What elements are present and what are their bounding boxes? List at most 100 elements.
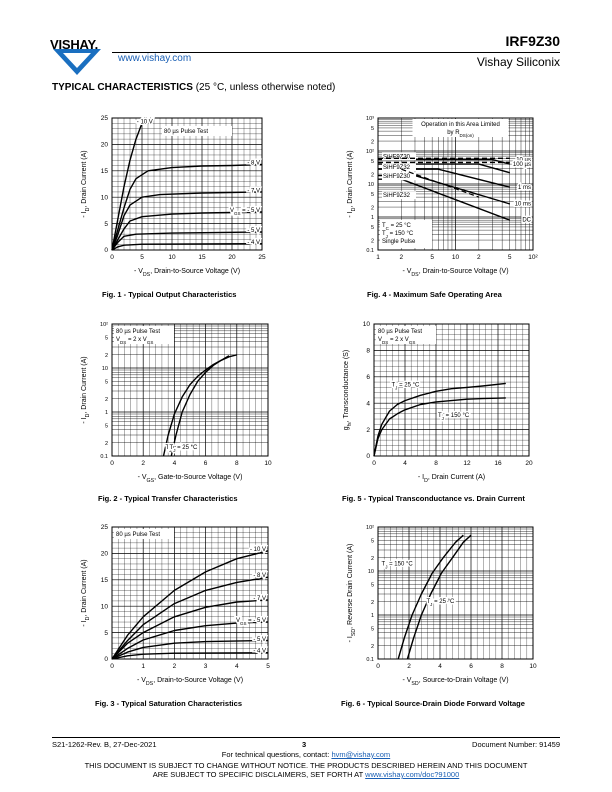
annotation-text: 80 µs Pulse Test: [378, 329, 422, 335]
chart-safe-operating-area: 1 2 5 10 2 5 10² 0.1 2 5 1 2 5 10 2 5 10² 2 5 10³ - VDS​, Dr…: [347, 116, 539, 278]
figure-caption: Fig. 6 - Typical Source-Drain Diode Forw…: [341, 699, 525, 708]
y-axis-label: - ID​, Drain Current (A): [81, 559, 91, 626]
annotation-text: VDS​ = 2 x VGS​: [116, 337, 153, 345]
series-label: TJ​ = 150 °C: [438, 413, 470, 421]
grid: [111, 117, 263, 251]
page-number: 3: [302, 740, 307, 749]
series-line: [170, 355, 230, 457]
annotation-bg: [114, 529, 174, 539]
plot-frame: [111, 526, 269, 660]
annotation-bg: [380, 220, 432, 248]
y-tick-label: 5: [371, 582, 374, 588]
chart-svg: 0 1 2 3 4 5 0 5 10 15 20 25 - VDS​, Drain-to-Source …: [81, 524, 270, 687]
series-line: [373, 397, 506, 457]
chart-output-characteristics: 0 5 10 15 20 25 0 5 10 15 20 25 - VDS​, Drain-to-Sou…: [81, 115, 266, 278]
x-tick-label: 0: [110, 460, 114, 467]
series-line: [111, 621, 269, 660]
x-tick-label: 10: [264, 460, 272, 467]
x-tick-label: 12: [463, 460, 471, 467]
series-label: - 8 V: [253, 573, 266, 579]
y-tick-label: 0.1: [366, 248, 374, 254]
x-tick-label: 8: [235, 460, 239, 467]
series-label: - 4 V: [253, 649, 266, 655]
figure-caption: Fig. 2 - Typical Transfer Characteristic…: [98, 494, 238, 503]
series-line: [111, 163, 263, 251]
x-tick-label: 2: [400, 254, 404, 261]
x-tick-label: 15: [198, 254, 206, 261]
x-tick-label: 25: [258, 254, 266, 261]
logo-text: VISHAY.: [50, 37, 98, 52]
part-label-bg: [382, 172, 416, 181]
x-axis-label: - VDS​, Drain-to-Source Voltage (V): [402, 268, 508, 278]
series-label: TJ​ = 25 °C: [427, 599, 456, 607]
series-line: [111, 123, 143, 251]
y-tick-label: 8: [366, 348, 370, 355]
y-tick-label: 5: [371, 538, 374, 544]
y-axis-label: - ID​, Drain Current (A): [81, 150, 91, 217]
annotation-group: 80 µs Pulse Test: [162, 126, 232, 136]
y-tick-label: 10: [363, 321, 371, 328]
plot-frame: [377, 526, 534, 660]
series-line: [111, 576, 269, 660]
part-label-bg: [382, 152, 416, 161]
x-tick-label: 16: [494, 460, 502, 467]
part-number: IRF9Z30: [505, 33, 560, 49]
contact-email-link[interactable]: hvm@vishay.com: [331, 750, 391, 759]
part-label: SiHF9Z30: [383, 174, 411, 180]
x-tick-label: 10: [168, 254, 176, 261]
x-tick-label: 4: [173, 460, 177, 467]
series-label: - 10 V: [137, 120, 153, 126]
series-label: 100 µs: [513, 162, 531, 168]
grid: [111, 526, 269, 660]
series-label: TJ​ = 25 °C: [392, 383, 421, 391]
x-tick-label: 10: [452, 254, 460, 261]
y-tick-label: 0: [366, 453, 370, 460]
y-tick-label: 0: [104, 656, 108, 663]
footer-rule: [52, 737, 560, 738]
y-tick-label: 2: [105, 441, 108, 447]
y-tick-label: 2: [371, 600, 374, 606]
y-tick-label: 6: [366, 374, 370, 381]
x-axis-label: - VGS​, Gate-to-Source Voltage (V): [138, 474, 243, 484]
x-tick-label: 0: [110, 254, 114, 261]
y-tick-label: 0.1: [366, 657, 374, 663]
y-tick-label: 25: [101, 524, 109, 531]
y-tick-label: 5: [371, 159, 374, 165]
x-tick-label: 10²: [528, 254, 538, 261]
part-label: SiHF9Z32: [383, 193, 411, 199]
x-tick-label: 5: [266, 663, 270, 670]
x-tick-label: 10: [529, 663, 537, 670]
y-tick-label: 2: [371, 205, 374, 211]
chart-svg: 1 2 5 10 2 5 10² 0.1 2 5 1 2 5 10 2 5 10² 2 5 10³ - VDS​, Dr…: [347, 116, 539, 278]
annotation-text: by RDS(on)​: [447, 130, 474, 138]
document-number: Document Number: 91459: [472, 740, 560, 749]
y-tick-label: 5: [371, 225, 374, 231]
x-tick-label: 0: [110, 663, 114, 670]
website-link[interactable]: www.vishay.com: [118, 53, 192, 64]
x-tick-label: 5: [430, 254, 434, 261]
y-tick-label: 10²: [366, 149, 374, 155]
series-line: [111, 191, 263, 251]
plot-frame: [373, 323, 530, 457]
y-tick-label: 5: [371, 192, 374, 198]
x-tick-label: 2: [141, 460, 145, 467]
y-tick-label: 5: [105, 335, 108, 341]
doc-revision: S21-1262-Rev. B, 27-Dec-2021: [52, 740, 157, 749]
disclaimer-link[interactable]: www.vishay.com/doc?91000: [365, 770, 460, 779]
series-label: VGS​ = - 5 V: [230, 208, 260, 216]
x-tick-label: 0: [372, 460, 376, 467]
annotation-text: 80 µs Pulse Test: [164, 129, 208, 135]
x-tick-label: 2: [173, 663, 177, 670]
series-line: [378, 158, 510, 165]
series-line: [111, 639, 269, 660]
series-line: [111, 599, 269, 660]
series-label: DC: [522, 217, 531, 223]
series-label: - 8 V: [247, 160, 260, 166]
y-tick-label: 10: [368, 182, 374, 188]
x-tick-label: 1: [376, 254, 380, 261]
disclaimer-line-2: ARE SUBJECT TO SPECIFIC DISCLAIMERS, SET…: [0, 770, 612, 779]
y-axis-label: - ID​, Drain Current (A): [347, 150, 357, 217]
y-tick-label: 20: [101, 142, 109, 149]
y-tick-label: 10³: [366, 116, 374, 122]
chart-saturation-characteristics: 0 1 2 3 4 5 0 5 10 15 20 25 - VDS​, Drain-to-Source …: [81, 524, 270, 687]
